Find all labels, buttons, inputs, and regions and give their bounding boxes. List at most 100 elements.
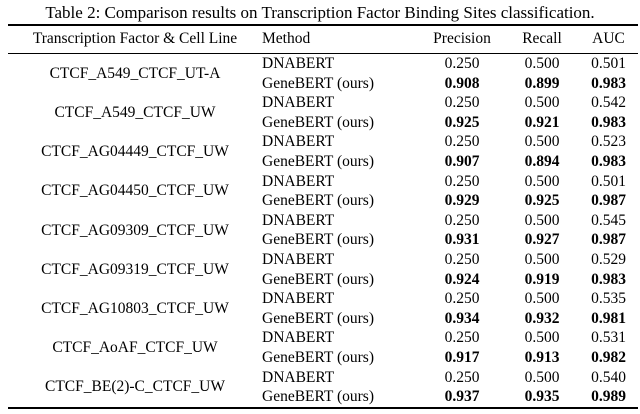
method-cell: DNABERT xyxy=(262,368,335,386)
precision-value: 0.907 xyxy=(444,152,480,170)
auc-value: 0.983 xyxy=(591,152,626,170)
auc-value: 0.981 xyxy=(591,309,626,327)
recall-value: 0.919 xyxy=(524,270,560,288)
recall-value: 0.921 xyxy=(524,113,560,131)
table-header: Transcription Factor & Cell Line Method … xyxy=(8,25,638,54)
table-row: CTCF_BE(2)-C_CTCF_UW DNABERT 0.250 0.500 0.5… xyxy=(8,368,638,396)
method-cell: GeneBERT (ours) xyxy=(262,309,374,327)
precision-value: 0.250 xyxy=(444,329,480,347)
table-row: GeneBERT (ours) 0.908 0.899 0.983 xyxy=(8,74,638,94)
cell-line-label: CTCF_AG09309_CTCF_UW xyxy=(41,221,229,239)
header-cell-line: Transcription Factor & Cell Line xyxy=(32,30,238,47)
method-cell: GeneBERT (ours) xyxy=(262,192,374,210)
precision-value: 0.250 xyxy=(444,290,480,308)
recall-value: 0.927 xyxy=(524,231,560,249)
precision-value: 0.931 xyxy=(444,231,480,249)
cell-line-label: CTCF_AG04450_CTCF_UW xyxy=(41,182,229,200)
method-cell: DNABERT xyxy=(262,133,335,151)
recall-value: 0.925 xyxy=(524,192,560,210)
table-row: GeneBERT (ours) 0.907 0.894 0.983 xyxy=(8,152,638,172)
method-cell: GeneBERT (ours) xyxy=(262,113,374,131)
auc-value: 0.983 xyxy=(591,270,626,288)
recall-value: 0.500 xyxy=(524,368,560,386)
method-cell: GeneBERT (ours) xyxy=(262,231,374,249)
method-cell: GeneBERT (ours) xyxy=(262,74,374,92)
auc-value: 0.523 xyxy=(591,133,626,151)
method-cell: GeneBERT (ours) xyxy=(262,388,374,406)
auc-value: 0.531 xyxy=(591,329,626,347)
table-row: CTCF_AG04449_CTCF_UW DNABERT 0.250 0.500 0.5… xyxy=(8,132,638,160)
recall-value: 0.894 xyxy=(524,152,560,170)
cell-line-label: CTCF_AoAF_CTCF_UW xyxy=(52,339,218,357)
precision-value: 0.934 xyxy=(444,309,480,327)
auc-value: 0.982 xyxy=(591,348,626,366)
cell-line-label: CTCF_AG09319_CTCF_UW xyxy=(41,260,229,278)
precision-value: 0.250 xyxy=(444,250,480,268)
cell-line-label: CTCF_A549_CTCF_UW xyxy=(54,103,216,121)
auc-value: 0.501 xyxy=(591,172,626,190)
table-row: GeneBERT (ours) 0.937 0.935 0.989 xyxy=(8,387,638,408)
header-precision: Precision xyxy=(433,30,491,47)
recall-value: 0.932 xyxy=(524,309,560,327)
precision-value: 0.250 xyxy=(444,133,480,151)
table-row: CTCF_A549_CTCF_UT-A DNABERT 0.250 0.500 0.50… xyxy=(8,54,638,82)
precision-value: 0.250 xyxy=(444,368,480,386)
cell-line-label: CTCF_A549_CTCF_UT-A xyxy=(49,64,221,82)
auc-value: 0.987 xyxy=(591,192,626,210)
precision-value: 0.937 xyxy=(444,388,480,406)
precision-value: 0.250 xyxy=(444,211,480,229)
table-row: GeneBERT (ours) 0.931 0.927 0.987 xyxy=(8,230,638,250)
table-caption: Table 2: Comparison results on Transcrip… xyxy=(45,3,595,22)
recall-value: 0.500 xyxy=(524,329,560,347)
recall-value: 0.500 xyxy=(524,55,560,72)
precision-value: 0.925 xyxy=(444,113,480,131)
header-method: Method xyxy=(262,30,311,47)
precision-value: 0.917 xyxy=(444,348,480,366)
method-cell: DNABERT xyxy=(262,290,335,308)
recall-value: 0.500 xyxy=(524,133,560,151)
recall-value: 0.913 xyxy=(524,348,560,366)
precision-value: 0.250 xyxy=(444,172,480,190)
table-row: CTCF_AG09309_CTCF_UW DNABERT 0.250 0.500 0.5… xyxy=(8,211,638,239)
auc-value: 0.535 xyxy=(591,290,626,308)
auc-value: 0.987 xyxy=(591,231,626,249)
recall-value: 0.500 xyxy=(524,211,560,229)
method-cell: DNABERT xyxy=(262,172,335,190)
table-row: CTCF_AoAF_CTCF_UW DNABERT 0.250 0.500 0.531 xyxy=(8,328,638,356)
table-row: CTCF_AG10803_CTCF_UW DNABERT 0.250 0.500 0.5… xyxy=(8,289,638,317)
table-row: GeneBERT (ours) 0.934 0.932 0.981 xyxy=(8,309,638,329)
precision-value: 0.250 xyxy=(444,55,480,72)
table-row: GeneBERT (ours) 0.924 0.919 0.983 xyxy=(8,270,638,290)
recall-value: 0.500 xyxy=(524,250,560,268)
header-recall: Recall xyxy=(522,30,562,47)
cell-line-label: CTCF_AG10803_CTCF_UW xyxy=(41,299,229,317)
table-row: CTCF_AG04450_CTCF_UW DNABERT 0.250 0.500 0.5… xyxy=(8,172,638,200)
table-row: GeneBERT (ours) 0.917 0.913 0.982 xyxy=(8,348,638,368)
precision-value: 0.924 xyxy=(444,270,480,288)
recall-value: 0.899 xyxy=(524,74,560,92)
auc-value: 0.989 xyxy=(591,388,626,406)
precision-value: 0.250 xyxy=(444,94,480,112)
precision-value: 0.929 xyxy=(444,192,480,210)
method-cell: DNABERT xyxy=(262,329,335,347)
auc-value: 0.529 xyxy=(591,250,626,268)
table-row: CTCF_A549_CTCF_UW DNABERT 0.250 0.500 0.542 xyxy=(8,93,638,121)
table-row: CTCF_AG09319_CTCF_UW DNABERT 0.250 0.500 0.5… xyxy=(8,250,638,278)
method-cell: DNABERT xyxy=(262,55,335,72)
recall-value: 0.935 xyxy=(524,388,560,406)
table-row: GeneBERT (ours) 0.925 0.921 0.983 xyxy=(8,113,638,133)
method-cell: GeneBERT (ours) xyxy=(262,270,374,288)
cell-line-label: CTCF_AG04449_CTCF_UW xyxy=(41,143,229,161)
method-cell: GeneBERT (ours) xyxy=(262,152,374,170)
auc-value: 0.540 xyxy=(591,368,626,386)
recall-value: 0.500 xyxy=(524,172,560,190)
recall-value: 0.500 xyxy=(524,290,560,308)
header-row: Transcription Factor & Cell Line Method … xyxy=(8,25,638,54)
auc-value: 0.542 xyxy=(591,94,626,112)
header-auc: AUC xyxy=(592,30,625,47)
cell-line-label: CTCF_BE(2)-C_CTCF_UW xyxy=(45,378,225,396)
method-cell: DNABERT xyxy=(262,250,335,268)
method-cell: DNABERT xyxy=(262,94,335,112)
precision-value: 0.908 xyxy=(444,74,480,92)
method-cell: GeneBERT (ours) xyxy=(262,348,374,366)
